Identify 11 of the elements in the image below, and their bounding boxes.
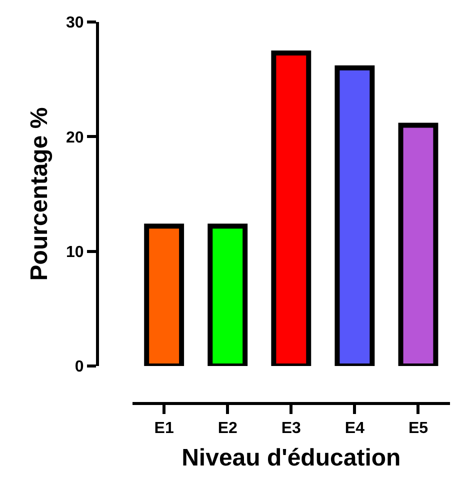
y-tick-label: 10 (66, 244, 84, 261)
x-tick-label: E2 (218, 420, 238, 438)
y-axis-title: Pourcentage % (26, 107, 54, 281)
y-tick-label: 20 (66, 129, 84, 146)
x-tick-label: E1 (154, 420, 174, 438)
x-tick-label: E5 (408, 420, 428, 438)
x-axis-title: Niveau d'éducation (182, 444, 401, 472)
x-tick-label: E4 (344, 420, 365, 438)
y-tick-label: 30 (66, 14, 84, 32)
y-tick-label: 0 (74, 358, 84, 376)
x-tick-label: E3 (281, 420, 302, 438)
